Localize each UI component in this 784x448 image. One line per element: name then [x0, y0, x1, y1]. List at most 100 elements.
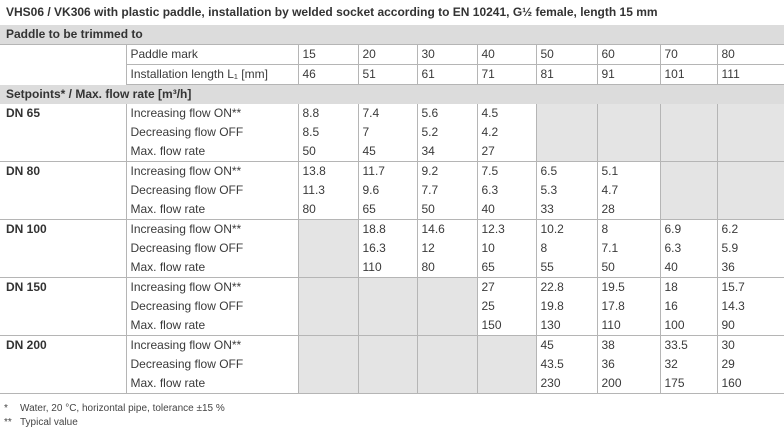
value-cell: 65	[357, 200, 417, 220]
table-row: Max. flow rate 150 130 110 100 90	[0, 316, 784, 336]
table-row: DN 100 Increasing flow ON** 18.8 14.6 12.3 10…	[0, 219, 784, 278]
value-cell	[659, 161, 717, 181]
paddle-mark-cell: 15	[297, 44, 358, 65]
table-title: VHS06 / VK306 with plastic paddle, insta…	[6, 5, 658, 19]
install-length-cell: 111	[716, 64, 784, 85]
value-cell: 27	[476, 142, 536, 162]
value-cell: 36	[716, 258, 784, 278]
value-cell	[297, 374, 358, 394]
table-row: Max. flow rate 230 200 175 160	[0, 374, 784, 394]
value-cell: 7	[357, 123, 417, 142]
value-cell	[716, 200, 784, 220]
value-cell: 15.7	[716, 277, 784, 297]
value-cell: 7.7	[416, 181, 477, 200]
row-label: Decreasing flow OFF	[125, 297, 298, 316]
value-cell: 25	[476, 297, 536, 316]
row-label: Increasing flow ON**	[125, 104, 298, 123]
value-cell: 110	[596, 316, 660, 336]
value-cell	[357, 335, 417, 355]
value-cell: 11.3	[297, 181, 358, 200]
value-cell: 5.3	[535, 181, 597, 200]
value-cell	[416, 374, 477, 394]
value-cell	[357, 316, 417, 336]
value-cell: 5.9	[716, 239, 784, 258]
dn-label: DN 100	[0, 219, 126, 278]
paddle-mark-cell: 50	[535, 44, 597, 65]
value-cell: 11.7	[357, 161, 417, 181]
table-row: Decreasing flow OFF 11.3 9.6 7.7 6.3 5.3 4.7	[0, 181, 784, 200]
install-length-row: Installation length L₁ [mm] 46 51 61 71 81 91…	[0, 64, 784, 85]
value-cell: 9.6	[357, 181, 417, 200]
footnotes: * Water, 20 °C, horizontal pipe, toleranc…	[0, 402, 784, 430]
value-cell	[476, 374, 536, 394]
value-cell	[297, 355, 358, 374]
value-cell	[716, 104, 784, 123]
table-row: Decreasing flow OFF 25 19.8 17.8 16 14.3	[0, 297, 784, 316]
value-cell: 18	[659, 277, 717, 297]
install-length-cell: 81	[535, 64, 597, 85]
value-cell	[535, 123, 597, 142]
value-cell: 8.5	[297, 123, 358, 142]
value-cell: 4.7	[596, 181, 660, 200]
value-cell: 4.5	[476, 104, 536, 123]
value-cell	[297, 316, 358, 336]
value-cell: 150	[476, 316, 536, 336]
value-cell: 80	[297, 200, 358, 220]
value-cell	[357, 374, 417, 394]
row-label: Max. flow rate	[125, 316, 298, 336]
table-row: Decreasing flow OFF 16.3 12 10 8 7.1 6.3 5.9	[0, 239, 784, 258]
value-cell: 10.2	[535, 219, 597, 239]
row-label: Increasing flow ON**	[125, 277, 298, 297]
value-cell: 14.3	[716, 297, 784, 316]
value-cell: 12	[416, 239, 477, 258]
value-cell: 5.1	[596, 161, 660, 181]
row-label: Increasing flow ON**	[125, 161, 298, 181]
dn-label: DN 200	[0, 335, 126, 394]
value-cell: 200	[596, 374, 660, 394]
value-cell: 4.2	[476, 123, 536, 142]
section-title: Setpoints* / Max. flow rate [m³/h]	[0, 84, 784, 104]
paddle-mark-cell: 60	[596, 44, 660, 65]
table-row: DN 200 Increasing flow ON** 45 38 33.5 30	[0, 335, 784, 394]
section-header-setpoints: Setpoints* / Max. flow rate [m³/h]	[0, 84, 784, 104]
table-row: Decreasing flow OFF 8.5 7 5.2 4.2	[0, 123, 784, 142]
footnote: ** Typical value	[4, 416, 784, 430]
value-cell: 9.2	[416, 161, 477, 181]
row-label: Max. flow rate	[125, 258, 298, 278]
install-length-cell: 71	[476, 64, 536, 85]
section-header-paddle: Paddle to be trimmed to	[0, 25, 784, 45]
paddle-mark-cell: 80	[716, 44, 784, 65]
footnote-mark: **	[4, 417, 12, 428]
paddle-mark-cell: 40	[476, 44, 536, 65]
value-cell: 28	[596, 200, 660, 220]
value-cell: 33	[535, 200, 597, 220]
value-cell	[416, 355, 477, 374]
table-row: DN 65 Increasing flow ON** 8.8 7.4 5.6 4.5	[0, 104, 784, 162]
value-cell: 38	[596, 335, 660, 355]
value-cell: 100	[659, 316, 717, 336]
value-cell	[297, 239, 358, 258]
row-label: Paddle mark	[125, 44, 298, 65]
value-cell	[357, 297, 417, 316]
value-cell	[596, 104, 660, 123]
value-cell	[596, 123, 660, 142]
footnote-text: Water, 20 °C, horizontal pipe, tolerance…	[20, 403, 225, 414]
value-cell	[659, 142, 717, 162]
install-length-cell: 51	[357, 64, 417, 85]
value-cell: 22.8	[535, 277, 597, 297]
value-cell: 110	[357, 258, 417, 278]
value-cell: 8	[596, 219, 660, 239]
row-label: Decreasing flow OFF	[125, 239, 298, 258]
value-cell: 7.5	[476, 161, 536, 181]
install-length-cell: 101	[659, 64, 717, 85]
empty-cell	[0, 44, 126, 65]
value-cell	[297, 258, 358, 278]
row-label: Max. flow rate	[125, 200, 298, 220]
table-row: Max. flow rate 80 65 50 40 33 28	[0, 200, 784, 220]
value-cell	[659, 123, 717, 142]
section-title: Paddle to be trimmed to	[0, 25, 784, 45]
footnote-text: Typical value	[20, 417, 78, 428]
table-row: DN 150 Increasing flow ON** 27 22.8 19.5 18 15…	[0, 277, 784, 336]
value-cell: 45	[535, 335, 597, 355]
row-label: Decreasing flow OFF	[125, 355, 298, 374]
